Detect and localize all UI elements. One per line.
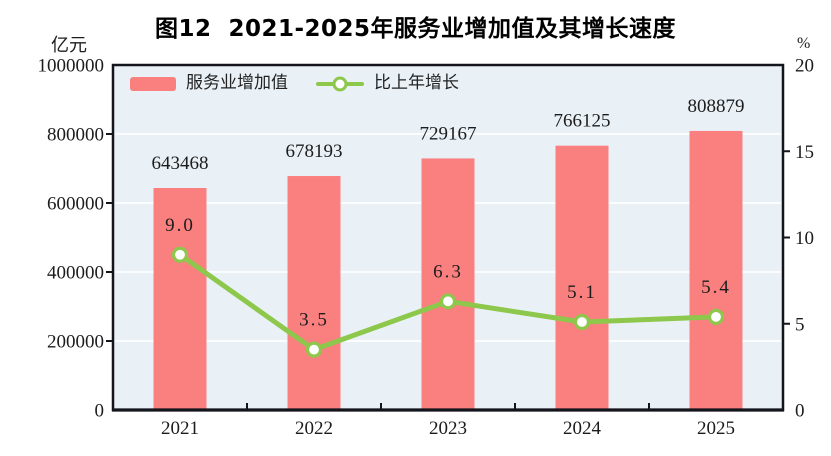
- chart-legend: 服务业增加值 比上年增长: [130, 73, 459, 93]
- bar-value-label: 678193: [286, 141, 343, 162]
- bar-2025: [689, 130, 743, 410]
- bar-value-label: 643468: [152, 153, 209, 174]
- line-marker-2023: [439, 293, 457, 310]
- x-axis-label: 2022: [295, 418, 333, 439]
- left-axis-tick-label: 600000: [47, 194, 104, 215]
- bar-value-label: 808879: [688, 96, 745, 117]
- left-axis-tick-label: 0: [95, 401, 105, 422]
- growth-value-label: 6.3: [433, 261, 463, 282]
- left-axis-tick-label: 1000000: [38, 56, 105, 77]
- chart-title: 图12 2021-2025年服务业增加值及其增长速度: [154, 16, 677, 42]
- bar-2022: [287, 176, 341, 410]
- x-axis-label: 2023: [429, 418, 467, 439]
- left-axis-tick-label: 800000: [47, 125, 104, 146]
- bar-2021: [153, 188, 207, 410]
- bar-2024: [555, 145, 609, 410]
- right-axis-tick-label: 5: [795, 314, 805, 335]
- bar-2023: [421, 158, 475, 410]
- legend-bar-swatch: [130, 76, 176, 91]
- x-axis-label: 2021: [161, 418, 199, 439]
- right-axis-tick-label: 10: [795, 228, 814, 249]
- legend-label-bar-series: 服务业增加值: [186, 73, 288, 93]
- left-axis-unit-label: 亿元: [51, 35, 87, 56]
- legend-label-line-series: 比上年增长: [374, 73, 459, 93]
- left-axis-tick-label: 400000: [47, 263, 104, 284]
- growth-value-label: 5.1: [567, 282, 597, 303]
- x-axis-label: 2024: [563, 418, 602, 439]
- line-marker-2021: [171, 246, 189, 263]
- right-axis-tick-label: 0: [795, 401, 805, 422]
- legend-line-marker: [332, 76, 348, 91]
- line-marker-2025: [707, 308, 725, 325]
- right-axis-tick-label: 20: [795, 56, 814, 77]
- line-marker-2022: [305, 341, 323, 358]
- legend-line-icon: [316, 76, 364, 91]
- right-axis-unit-label: %: [797, 35, 811, 52]
- right-axis-tick-label: 15: [795, 142, 814, 163]
- bar-value-label: 766125: [554, 111, 611, 132]
- growth-value-label: 3.5: [299, 310, 329, 331]
- left-axis-tick-label: 200000: [47, 332, 104, 353]
- line-marker-2024: [573, 313, 591, 331]
- x-axis-label: 2025: [697, 418, 735, 439]
- bar-value-label: 729167: [420, 123, 477, 144]
- growth-value-label: 9.0: [165, 215, 195, 236]
- growth-value-label: 5.4: [701, 277, 731, 298]
